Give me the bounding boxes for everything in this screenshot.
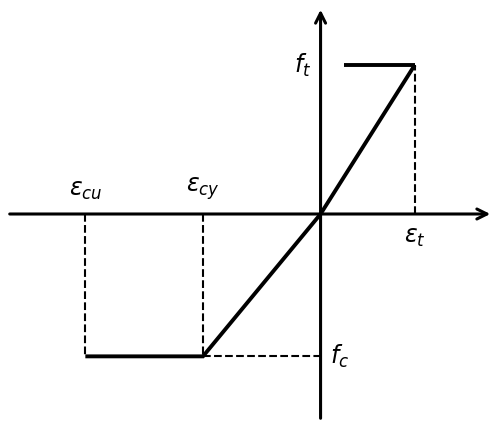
Text: $\varepsilon_{cy}$: $\varepsilon_{cy}$ bbox=[186, 175, 220, 202]
Text: $\varepsilon_{cu}$: $\varepsilon_{cu}$ bbox=[68, 179, 102, 202]
Text: $f_t$: $f_t$ bbox=[294, 52, 311, 79]
Text: $f_c$: $f_c$ bbox=[330, 343, 349, 370]
Text: $\varepsilon_{t}$: $\varepsilon_{t}$ bbox=[404, 226, 425, 249]
